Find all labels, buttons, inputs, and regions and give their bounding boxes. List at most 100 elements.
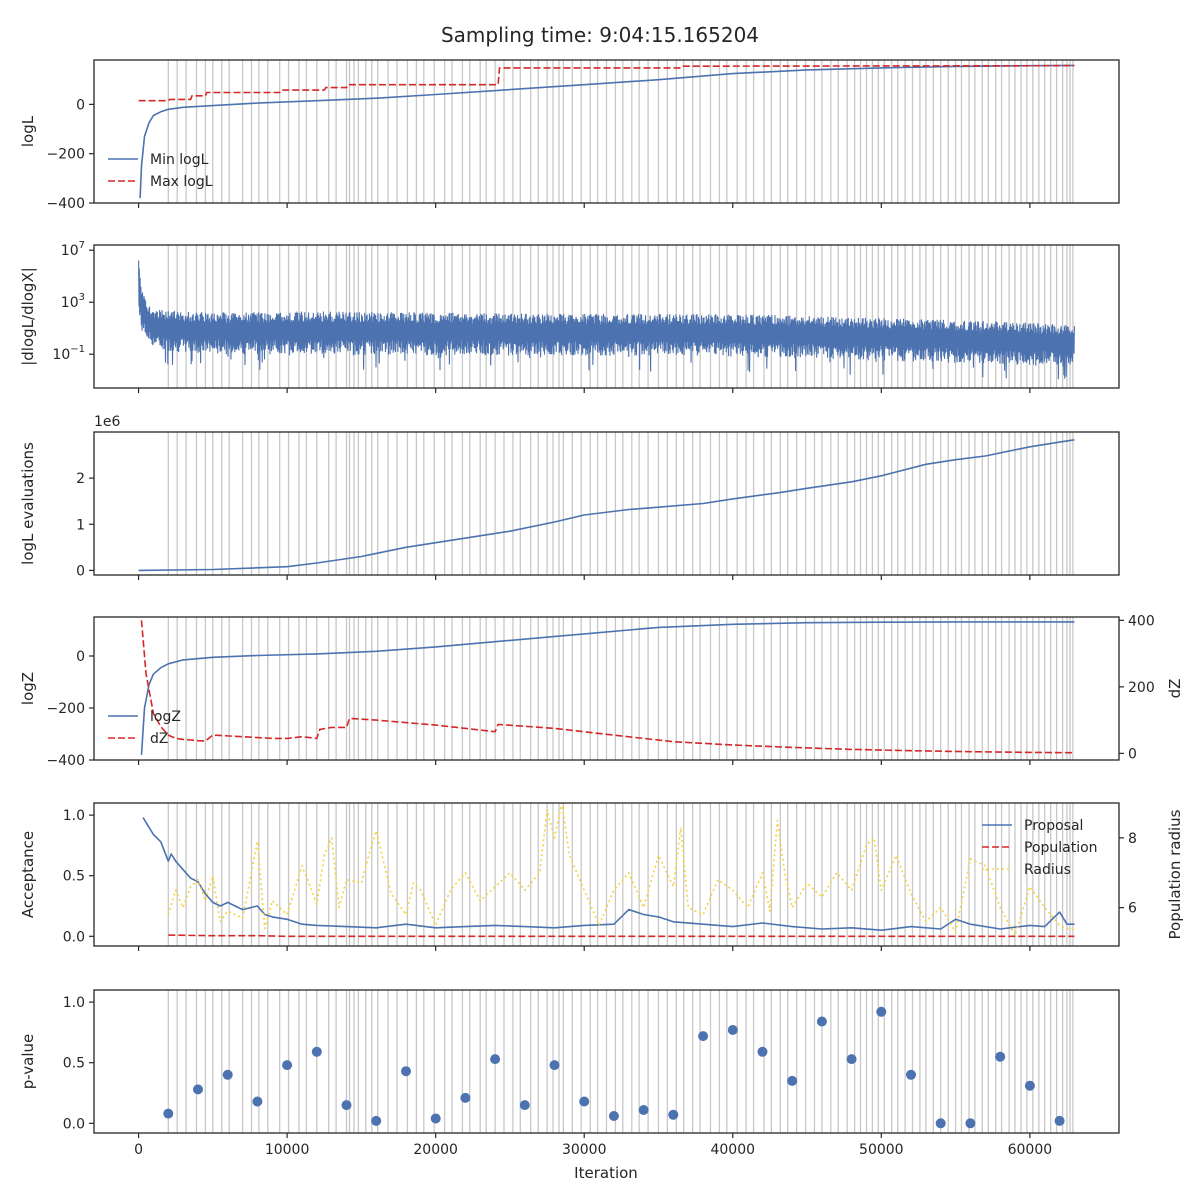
y-tick-label: −200 xyxy=(47,701,85,717)
p-value-point xyxy=(430,1113,441,1124)
p-value-point xyxy=(727,1025,738,1035)
derivative-series xyxy=(138,260,1075,380)
legend-label: Max logL xyxy=(150,174,213,190)
y-axis-label: logL xyxy=(19,115,37,147)
y-axis-label-right: dZ xyxy=(1166,679,1184,699)
series-line xyxy=(138,439,1075,572)
legend: Proposal Population Radius xyxy=(982,818,1098,878)
p-value-point xyxy=(193,1084,203,1095)
axes-frame xyxy=(93,802,1120,947)
max-logl-line xyxy=(138,64,1075,102)
y-tick-label: 1.0 xyxy=(63,808,85,824)
panel-5: 0.0 0.5 1.0 6 8 Acceptance Population radius Pr… xyxy=(19,802,1184,951)
y-offset-label: 1e6 xyxy=(94,414,121,430)
plot-area xyxy=(142,803,1075,946)
y-tick-label: 107 xyxy=(61,240,85,259)
p-value-point xyxy=(549,1060,560,1071)
p-value-point xyxy=(371,1115,382,1126)
update-lines xyxy=(167,617,1074,760)
x-tick-label: 0 xyxy=(134,1142,143,1158)
axes-frame xyxy=(93,244,1120,389)
y-tick-label: 103 xyxy=(61,292,85,311)
y-tick-label: −400 xyxy=(47,196,85,212)
update-lines xyxy=(167,432,1074,575)
plot-area xyxy=(140,617,1075,760)
y-tick-label: 1.0 xyxy=(63,995,85,1011)
p-value-point xyxy=(282,1060,293,1071)
y-tick-label: 0.0 xyxy=(63,1116,85,1132)
y-tick-label: 0 xyxy=(76,649,85,665)
y-tick-label: 1 xyxy=(76,517,85,533)
p-value-point xyxy=(490,1054,501,1065)
panel-3: 0 1 2 logL evaluations 1e6 xyxy=(19,414,1120,580)
p-value-point xyxy=(311,1046,322,1057)
p-value-point xyxy=(401,1066,411,1077)
p-value-point xyxy=(222,1069,233,1080)
y-tick-label: 0 xyxy=(76,563,85,579)
y-tick-label: −400 xyxy=(47,753,85,769)
p-value-point xyxy=(608,1111,619,1121)
population-line xyxy=(168,934,1075,938)
p-value-point xyxy=(995,1051,1006,1062)
p-value-point xyxy=(846,1054,857,1065)
y-axis-label: |dlogL/dlogX| xyxy=(19,267,37,366)
y-tick-label: 0.5 xyxy=(63,869,85,885)
x-axis-label: Iteration xyxy=(574,1164,638,1182)
proposal-line xyxy=(142,817,1075,932)
y-axis-label-right: Population radius xyxy=(1166,809,1184,939)
update-lines xyxy=(167,990,1074,1133)
legend-label: Radius xyxy=(1024,862,1071,878)
axes-frame xyxy=(93,59,1120,204)
p-value-markers xyxy=(163,1006,1065,1129)
panel-6: 0.0 0.5 1.0 0 10000 20000 30000 40000 50000 60000… xyxy=(19,989,1120,1158)
y-axis-label: logL evaluations xyxy=(19,442,37,565)
p-value-point xyxy=(757,1046,768,1057)
legend-label: Min logL xyxy=(150,152,209,168)
radius-line xyxy=(167,803,1075,937)
y-tick-label: 0.5 xyxy=(63,1056,85,1072)
min-logl-line xyxy=(139,64,1075,199)
y-axis-label: p-value xyxy=(19,1034,37,1090)
p-value-point xyxy=(519,1100,530,1111)
y-tick-label: 2 xyxy=(76,471,85,487)
y-axis-label: Acceptance xyxy=(19,831,37,918)
figure-title: Sampling time: 9:04:15.165204 xyxy=(441,23,759,47)
p-value-point xyxy=(935,1118,946,1129)
x-tick-label: 40000 xyxy=(710,1142,755,1158)
y-tick-label: 10−1 xyxy=(52,344,85,363)
logz-line xyxy=(140,621,1075,755)
y-tick-label-right: 200 xyxy=(1128,680,1155,696)
axes-frame xyxy=(93,616,1120,761)
p-value-point xyxy=(341,1100,352,1111)
legend-label: dZ xyxy=(150,731,168,747)
y-tick-label: −200 xyxy=(47,147,85,163)
p-value-point xyxy=(252,1096,263,1107)
p-value-point xyxy=(906,1069,916,1080)
p-value-point xyxy=(965,1118,976,1129)
p-value-point xyxy=(876,1006,887,1017)
x-tick-label: 20000 xyxy=(413,1142,458,1158)
y-axis-label: logZ xyxy=(19,672,37,705)
dz-line xyxy=(140,620,1075,754)
p-value-point xyxy=(698,1031,709,1042)
legend-label: Population xyxy=(1024,840,1098,856)
y-tick-label-right: 400 xyxy=(1128,613,1155,629)
x-tick-label: 30000 xyxy=(562,1142,607,1158)
legend: logZ dZ xyxy=(108,709,181,747)
update-lines xyxy=(167,245,1074,388)
x-tick-label: 60000 xyxy=(1008,1142,1053,1158)
p-value-point xyxy=(1024,1080,1035,1091)
panel-1: −400 −200 0 logL Min logL Max logL xyxy=(19,59,1120,212)
x-tick-label: 50000 xyxy=(859,1142,904,1158)
p-value-point xyxy=(579,1096,590,1107)
y-tick-label-right: 0 xyxy=(1128,746,1137,762)
legend-label: Proposal xyxy=(1024,818,1083,834)
legend: Min logL Max logL xyxy=(108,152,213,190)
plot-area xyxy=(138,60,1075,203)
plot-area xyxy=(138,432,1075,575)
p-value-point xyxy=(816,1016,827,1027)
p-value-point xyxy=(1054,1115,1065,1126)
p-value-point xyxy=(460,1092,471,1103)
plot-area xyxy=(163,990,1074,1133)
